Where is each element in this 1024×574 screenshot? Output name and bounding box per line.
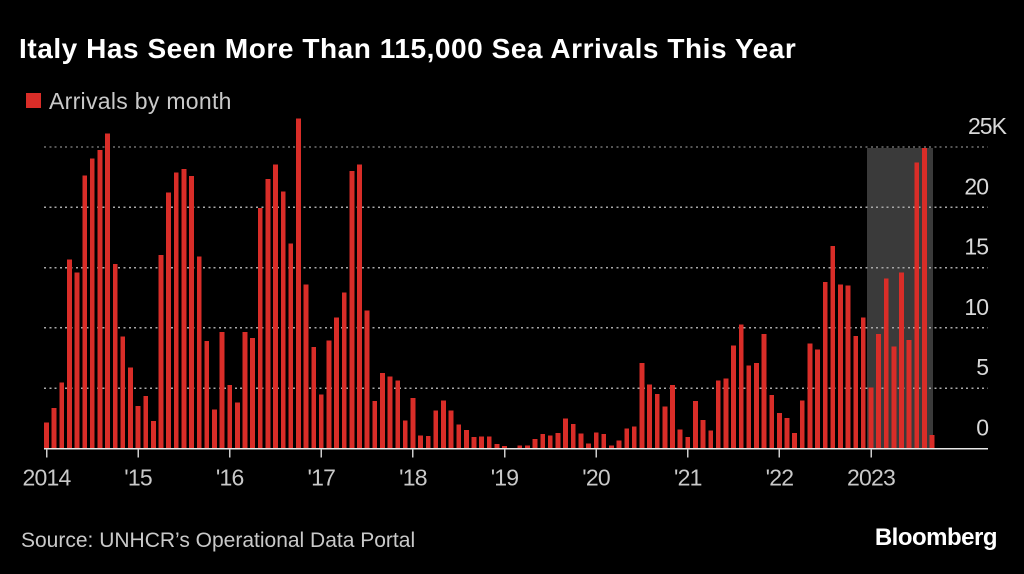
svg-text:'20: '20: [582, 465, 610, 491]
svg-text:'18: '18: [399, 465, 427, 491]
svg-text:2023: 2023: [847, 465, 895, 491]
svg-text:'21: '21: [674, 465, 702, 491]
svg-text:'15: '15: [124, 465, 152, 491]
svg-text:15: 15: [964, 234, 988, 260]
svg-text:'22: '22: [766, 465, 794, 491]
svg-text:2014: 2014: [23, 465, 72, 491]
svg-text:'17: '17: [308, 465, 336, 491]
svg-text:0: 0: [976, 415, 988, 441]
svg-text:5: 5: [976, 354, 988, 380]
svg-text:'19: '19: [491, 465, 519, 491]
svg-text:25K: 25K: [968, 113, 1008, 139]
svg-text:'16: '16: [216, 465, 244, 491]
svg-text:10: 10: [964, 294, 988, 320]
svg-text:20: 20: [964, 173, 988, 199]
